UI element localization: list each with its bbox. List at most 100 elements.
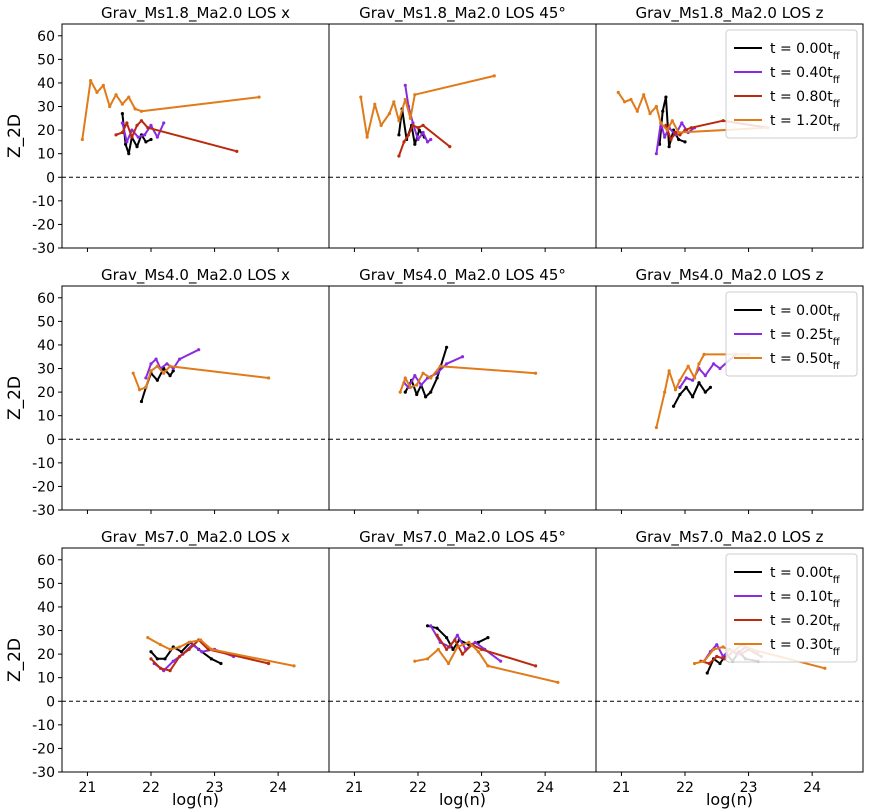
y-tick-label: -20 <box>32 741 55 757</box>
data-point-4-6 <box>467 640 471 644</box>
y-tick-label: -20 <box>32 479 55 495</box>
data-point-2-5 <box>165 362 169 366</box>
data-point-3-2 <box>137 388 142 392</box>
data-point-3-1 <box>435 633 439 637</box>
data-point-2-4 <box>419 383 423 387</box>
legend-label: t = 0.40tff <box>770 65 841 86</box>
data-point-2-8 <box>197 348 201 352</box>
y-tick-label: 30 <box>37 624 55 640</box>
y-tick-label: 40 <box>37 338 55 354</box>
legend-box <box>725 291 858 377</box>
data-point-2-3 <box>130 128 134 132</box>
series-line-2 <box>655 122 696 154</box>
data-point-1-7 <box>435 376 439 380</box>
data-point-3-2 <box>158 666 163 670</box>
data-point-2-8 <box>460 355 465 359</box>
data-point-4-11 <box>257 95 261 99</box>
y-tick-label: 60 <box>37 29 55 45</box>
x-tick-label: 22 <box>142 780 160 796</box>
data-point-3-7 <box>438 364 442 368</box>
data-point-1-1 <box>397 133 401 137</box>
data-point-2-1 <box>120 121 124 125</box>
data-point-3-3 <box>168 669 172 673</box>
legend-box <box>725 29 858 139</box>
y-axis-label: Z_2D <box>5 638 25 682</box>
data-point-3-8 <box>235 149 239 153</box>
data-point-2-2 <box>149 362 153 366</box>
y-axis-label: Z_2D <box>5 114 25 158</box>
data-point-4-3 <box>436 647 440 651</box>
data-point-4-2 <box>702 659 706 663</box>
data-point-2-1 <box>144 376 148 380</box>
x-tick-label: 21 <box>79 780 97 796</box>
data-point-4-3 <box>95 90 99 94</box>
data-point-4-10 <box>413 93 417 97</box>
data-point-2-6 <box>171 366 175 371</box>
y-tick-label: 0 <box>46 432 55 448</box>
x-tick-label: 23 <box>206 780 224 796</box>
legend-label: t = 0.80tff <box>770 89 841 110</box>
data-point-3-2 <box>663 390 667 394</box>
data-point-3-3 <box>125 121 129 125</box>
data-point-1-1 <box>120 112 124 116</box>
panel-frame <box>61 23 330 249</box>
series-group <box>616 90 770 156</box>
data-point-4-4 <box>721 645 725 649</box>
data-point-3-6 <box>421 123 425 127</box>
data-point-1-1 <box>139 399 144 404</box>
y-tick-label: 60 <box>37 291 55 307</box>
data-point-3-4 <box>722 657 727 661</box>
data-point-3-5 <box>421 371 425 375</box>
y-tick-label: 20 <box>37 647 55 663</box>
y-tick-label: 0 <box>46 170 55 186</box>
panel-frame <box>595 23 864 249</box>
data-point-3-4 <box>130 135 134 139</box>
data-point-2-1 <box>429 624 433 628</box>
y-tick-label: -20 <box>32 217 55 233</box>
panel-title: Grav_Ms1.8_Ma2.0 LOS z <box>635 4 823 23</box>
data-point-3-3 <box>673 130 678 135</box>
panel-frame <box>328 285 597 511</box>
data-point-3-1 <box>114 133 118 137</box>
data-point-4-7 <box>476 650 480 654</box>
data-point-3-4 <box>178 654 182 659</box>
x-tick-label: 24 <box>269 780 287 796</box>
panel-title: Grav_Ms7.0_Ma2.0 LOS z <box>635 528 823 547</box>
series-group <box>359 74 496 158</box>
data-point-4-3 <box>629 97 633 102</box>
data-point-1-3 <box>445 636 449 640</box>
series-line-3 <box>399 365 536 393</box>
data-point-4-8 <box>292 664 296 668</box>
data-point-2-3 <box>691 378 695 382</box>
series-group <box>146 636 296 673</box>
data-point-1-5 <box>697 381 701 385</box>
data-point-4-4 <box>379 123 383 127</box>
data-point-4-3 <box>168 647 172 651</box>
data-point-1-3 <box>664 95 668 99</box>
data-point-2-7 <box>155 135 159 139</box>
data-point-1-1 <box>671 404 676 408</box>
data-point-2-3 <box>411 121 415 125</box>
data-point-4-7 <box>120 102 124 106</box>
data-point-3-7 <box>168 364 172 368</box>
data-point-4-1 <box>359 95 363 99</box>
data-point-3-1 <box>664 123 668 127</box>
data-point-3-5 <box>187 647 191 651</box>
data-point-1-1 <box>403 390 407 394</box>
legend-box <box>725 553 858 663</box>
data-point-3-3 <box>144 385 148 389</box>
y-tick-label: 40 <box>37 76 55 92</box>
data-point-2-6 <box>680 121 684 125</box>
data-point-3-5 <box>678 378 682 382</box>
legend-label: t = 0.10tff <box>770 589 841 610</box>
panel-frame <box>595 285 864 511</box>
x-tick-label: 24 <box>803 780 821 796</box>
y-tick-label: -10 <box>32 718 55 734</box>
legend-label: t = 0.00tff <box>770 303 841 324</box>
y-tick-label: 10 <box>37 147 55 163</box>
y-tick-label: 40 <box>37 600 55 616</box>
data-point-1-7 <box>708 385 713 389</box>
data-point-3-8 <box>534 371 538 375</box>
data-point-4-8 <box>403 97 407 102</box>
panel-6: Grav_Ms4.0_Ma2.0 LOS z t = 0.00tff t = 0.2… <box>595 266 864 514</box>
